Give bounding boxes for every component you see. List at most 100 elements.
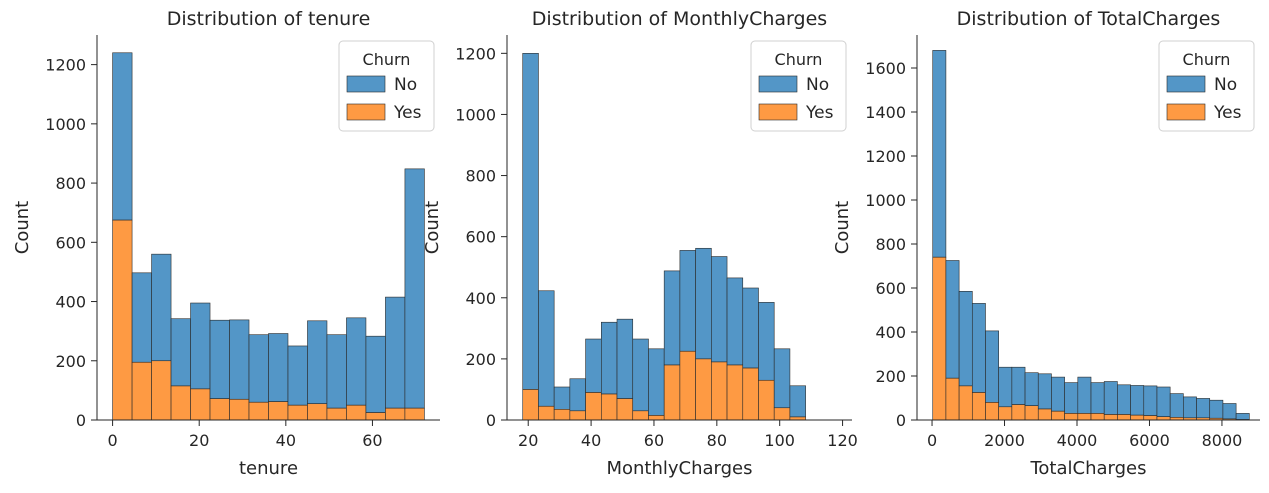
- y-tick-label: 1000: [45, 115, 86, 134]
- y-tick-label: 1000: [455, 105, 496, 124]
- x-tick-label: 0: [927, 431, 937, 450]
- bar-yes-15: [385, 408, 404, 420]
- legend-swatch-no: [347, 76, 385, 92]
- x-axis-label: MonthlyCharges: [606, 458, 752, 479]
- bar-no-13: [1091, 383, 1104, 414]
- bar-no-15: [385, 297, 404, 408]
- bar-no-6: [999, 367, 1012, 407]
- bar-no-4: [171, 319, 190, 386]
- bar-yes-12: [1078, 413, 1091, 420]
- bar-yes-7: [230, 399, 249, 420]
- legend-swatch-yes: [347, 104, 385, 120]
- bar-no-14: [727, 278, 743, 365]
- bar-no-22: [1210, 400, 1223, 418]
- y-tick-label: 1400: [865, 103, 906, 122]
- bar-yes-11: [680, 351, 696, 420]
- bar-yes-13: [346, 405, 365, 420]
- y-tick-label: 1200: [45, 56, 86, 75]
- legend-title: Churn: [363, 50, 411, 69]
- x-axis-label: tenure: [239, 458, 298, 479]
- bar-no-16: [758, 302, 774, 380]
- y-tick-label: 800: [465, 167, 496, 186]
- bar-yes-9: [648, 415, 664, 420]
- y-tick-label: 600: [55, 233, 86, 252]
- bar-no-9: [269, 334, 288, 402]
- x-tick-label: 6000: [1129, 431, 1170, 450]
- x-tick-label: 8000: [1202, 431, 1243, 450]
- bar-yes-1: [113, 220, 132, 420]
- bar-no-17: [1144, 386, 1157, 416]
- legend-label-no: No: [806, 75, 829, 95]
- y-tick-label: 200: [55, 352, 86, 371]
- bar-no-13: [711, 257, 727, 362]
- bar-no-3: [554, 387, 570, 409]
- bar-no-24: [1236, 413, 1249, 419]
- bar-no-11: [1065, 383, 1078, 414]
- y-tick-label: 1200: [455, 44, 496, 63]
- x-tick-label: 2000: [984, 431, 1025, 450]
- legend-title: Churn: [775, 50, 823, 69]
- bar-yes-1: [523, 389, 539, 420]
- bar-yes-10: [288, 405, 307, 420]
- bar-no-7: [1012, 367, 1025, 404]
- bar-yes-4: [570, 411, 586, 420]
- bar-yes-5: [191, 389, 210, 420]
- bar-yes-3: [152, 361, 171, 420]
- x-axis-label: TotalCharges: [1029, 458, 1146, 479]
- bar-yes-6: [601, 394, 617, 420]
- x-tick-label: 40: [581, 431, 601, 450]
- bar-yes-3: [554, 409, 570, 420]
- bar-yes-14: [366, 413, 385, 420]
- bar-no-8: [633, 339, 649, 411]
- y-tick-label: 400: [875, 323, 906, 342]
- x-tick-label: 4000: [1057, 431, 1098, 450]
- bar-yes-14: [727, 365, 743, 420]
- bar-no-4: [570, 379, 586, 411]
- chart-title: Distribution of tenure: [167, 8, 371, 30]
- bar-no-5: [985, 331, 998, 403]
- bar-yes-16: [758, 380, 774, 420]
- x-tick-label: 100: [764, 431, 795, 450]
- bar-no-20: [1183, 397, 1196, 418]
- bar-yes-9: [269, 402, 288, 420]
- bar-no-1: [523, 53, 539, 389]
- bar-no-19: [1170, 394, 1183, 418]
- bar-yes-8: [249, 402, 268, 420]
- chart-title: Distribution of TotalCharges: [957, 8, 1221, 30]
- bar-no-18: [1157, 387, 1170, 417]
- bar-yes-4: [171, 386, 190, 420]
- bar-yes-8: [1025, 406, 1038, 420]
- legend-label-yes: Yes: [1213, 103, 1242, 123]
- chart-title: Distribution of MonthlyCharges: [532, 8, 827, 30]
- bar-yes-2: [538, 406, 554, 420]
- bar-no-10: [288, 346, 307, 405]
- bar-no-21: [1197, 398, 1210, 417]
- y-tick-label: 200: [875, 367, 906, 386]
- y-tick-label: 600: [875, 279, 906, 298]
- bar-no-11: [307, 321, 326, 404]
- bar-no-4: [972, 303, 985, 392]
- y-tick-label: 800: [875, 235, 906, 254]
- x-tick-label: 120: [827, 431, 858, 450]
- bar-no-15: [1117, 385, 1130, 415]
- bar-no-1: [933, 50, 946, 257]
- y-tick-label: 400: [465, 289, 496, 308]
- bar-no-14: [366, 336, 385, 412]
- y-tick-label: 1200: [865, 147, 906, 166]
- bar-yes-14: [1104, 415, 1117, 421]
- legend-swatch-no: [1167, 76, 1205, 92]
- bar-no-13: [346, 318, 365, 405]
- y-axis-label: Count: [422, 201, 443, 254]
- bar-yes-13: [711, 362, 727, 420]
- bar-yes-15: [743, 368, 759, 420]
- legend-label-no: No: [1214, 75, 1237, 95]
- bar-yes-9: [1038, 409, 1051, 420]
- y-tick-label: 200: [465, 350, 496, 369]
- bar-no-2: [132, 273, 151, 362]
- bar-yes-12: [327, 408, 346, 420]
- bar-no-2: [946, 261, 959, 379]
- bar-yes-10: [1051, 411, 1064, 420]
- y-tick-label: 400: [55, 293, 86, 312]
